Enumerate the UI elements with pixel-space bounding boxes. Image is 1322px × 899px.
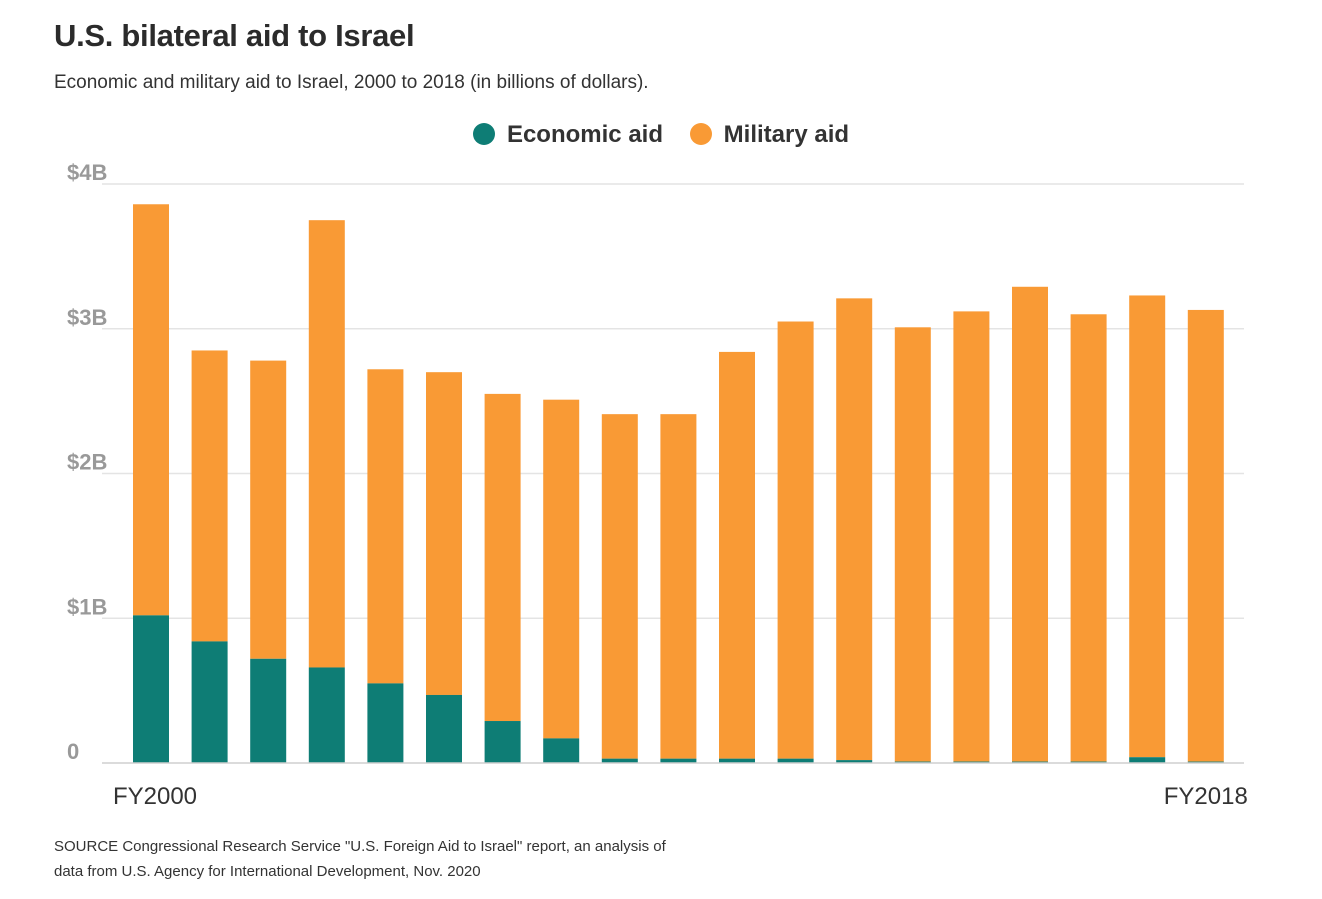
- y-tick-label: $3B: [67, 305, 107, 330]
- bar-military-fy2007: [543, 399, 580, 739]
- bar-economic-fy2011: [777, 758, 814, 763]
- bar-military-fy2012: [836, 298, 873, 761]
- legend-item-economic: Economic aid: [472, 120, 663, 149]
- bar-economic-fy2008: [601, 758, 638, 763]
- bar-economic-fy2009: [660, 758, 697, 763]
- legend-swatch-military: [689, 122, 712, 145]
- bar-military-fy2005: [426, 372, 462, 695]
- bar-military-fy2017: [1129, 295, 1166, 758]
- bar-economic-fy2000: [133, 615, 169, 763]
- bar-military-fy2002: [250, 360, 287, 659]
- bar-military-fy2011: [777, 321, 814, 759]
- bar-economic-fy2006: [484, 721, 521, 763]
- bar-military-fy2008: [601, 414, 638, 759]
- bar-military-fy2000: [133, 204, 169, 616]
- bar-economic-fy2007: [543, 738, 580, 763]
- bar-chart: 0 $1B $2B $3B $4B FY2000 FY2018: [67, 160, 1248, 810]
- legend-label-military: Military aid: [723, 120, 850, 148]
- bar-economic-fy2003: [308, 667, 345, 763]
- x-tick-label-first: FY2000: [113, 783, 197, 810]
- x-tick-label-last: FY2018: [1164, 783, 1248, 810]
- chart-title: U.S. bilateral aid to Israel: [54, 18, 415, 53]
- legend-label-economic: Economic aid: [506, 120, 663, 148]
- bar-military-fy2004: [367, 369, 404, 684]
- y-tick-label: $4B: [67, 160, 107, 185]
- bar-military-fy2013: [894, 327, 931, 762]
- bar-military-fy2001: [191, 350, 228, 642]
- y-tick-label: $2B: [67, 450, 107, 475]
- bar-economic-fy2004: [367, 683, 404, 763]
- legend-item-military: Military aid: [689, 120, 850, 149]
- legend-swatch-economic: [472, 122, 495, 145]
- bar-military-fy2015: [1012, 286, 1048, 762]
- bar-military-fy2003: [308, 220, 345, 668]
- bar-economic-fy2017: [1129, 757, 1166, 763]
- bar-military-fy2014: [953, 311, 990, 762]
- source-note: SOURCE Congressional Research Service "U…: [54, 838, 666, 880]
- bar-economic-fy2012: [836, 760, 873, 763]
- y-tick-label: 0: [67, 739, 79, 764]
- legend: Economic aid Military aid: [0, 120, 1322, 149]
- bar-military-fy2006: [484, 393, 521, 722]
- bar-economic-fy2002: [250, 658, 287, 763]
- bar-military-fy2016: [1070, 314, 1107, 762]
- y-tick-label: $1B: [67, 594, 107, 619]
- bar-military-fy2010: [719, 351, 755, 759]
- bar-economic-fy2001: [191, 641, 228, 763]
- bar-economic-fy2010: [719, 758, 755, 763]
- bar-military-fy2009: [660, 414, 697, 759]
- bar-military-fy2018: [1187, 309, 1224, 762]
- chart-subtitle: Economic and military aid to Israel, 200…: [54, 72, 649, 93]
- bar-economic-fy2005: [426, 694, 462, 763]
